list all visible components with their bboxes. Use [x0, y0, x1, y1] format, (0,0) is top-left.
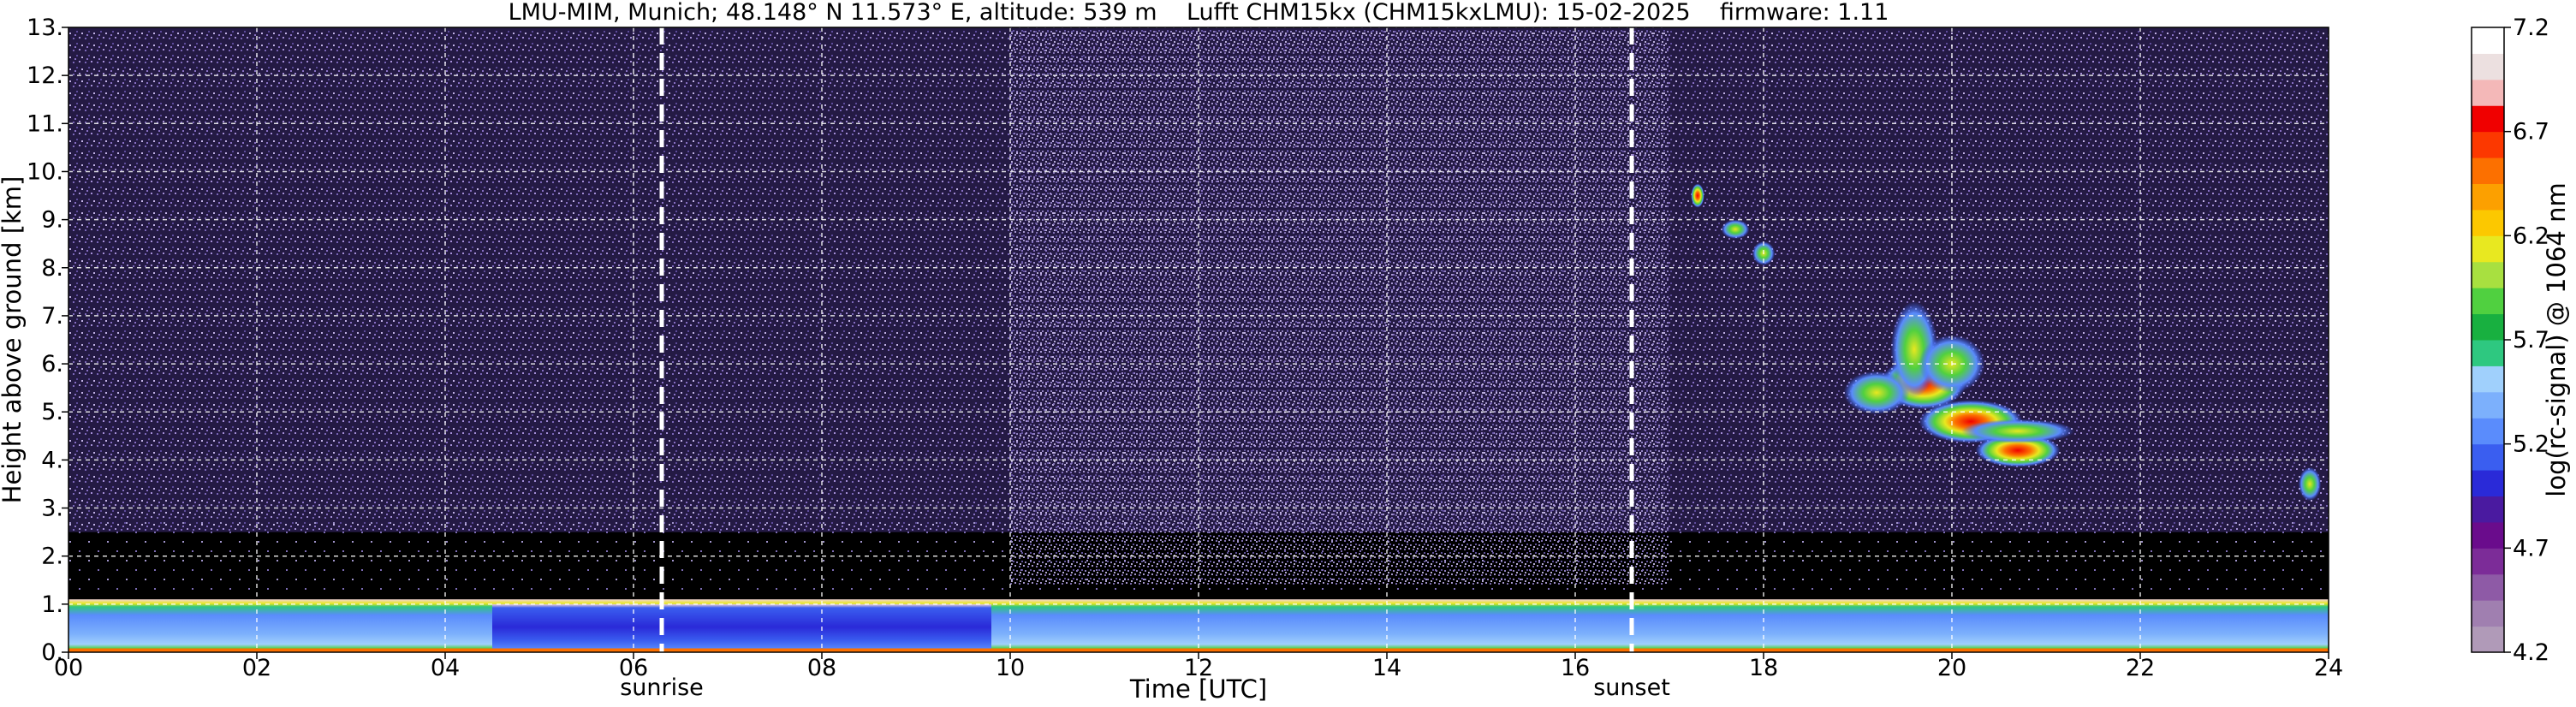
- colorbar-tick-label: 7.2: [2513, 15, 2549, 41]
- event-label-sunset: sunset: [1593, 674, 1670, 701]
- colorbar-tick-label: 5.7: [2513, 327, 2549, 354]
- colorbar: 4.2 4.7 5.2 5.7 6.2 6.7 7.2: [2471, 15, 2549, 666]
- chart-title: LMU-MIM, Munich; 48.148° N 11.573° E, al…: [509, 0, 1889, 26]
- colorbar-swatch: [2472, 521, 2504, 549]
- event-lines: sunrise sunset: [620, 27, 1670, 701]
- y-tick-label: 2.: [41, 544, 63, 570]
- colorbar-swatch: [2472, 391, 2504, 419]
- x-tick-label: 24: [2314, 655, 2343, 681]
- x-tick-label: 20: [1937, 655, 1966, 681]
- x-tick-label: 22: [2126, 655, 2155, 681]
- colorbar-swatch: [2472, 573, 2504, 601]
- colorbar-swatch: [2472, 288, 2504, 315]
- y-tick-label: 12.: [27, 62, 63, 89]
- y-tick-label: 1.: [41, 591, 63, 618]
- x-axis: 00 02 04 06 08 10 12 14 16 18 20 22 24: [54, 652, 2343, 681]
- y-axis-label: Height above ground [km]: [0, 176, 27, 504]
- cloud-patch: [2298, 466, 2322, 502]
- event-label-sunrise: sunrise: [620, 674, 704, 701]
- y-tick-label: 0.: [41, 639, 63, 666]
- colorbar-swatch: [2472, 157, 2504, 184]
- colorbar-swatch: [2472, 365, 2504, 393]
- colorbar-swatch: [2472, 313, 2504, 341]
- cloud-patch: [1691, 183, 1704, 208]
- y-tick-label: 8.: [41, 255, 63, 282]
- cloud-patch: [1843, 371, 1910, 415]
- colorbar-label: log(rc-signal) @ 1064 nm: [2542, 182, 2571, 496]
- colorbar-tick-label: 6.2: [2513, 223, 2549, 249]
- x-tick-label: 02: [242, 655, 271, 681]
- colorbar-swatch: [2472, 105, 2504, 133]
- x-tick-label: 00: [54, 655, 83, 681]
- colorbar-swatch: [2472, 418, 2504, 445]
- y-tick-label: 6.: [41, 351, 63, 377]
- cloud-patch: [1961, 419, 2074, 443]
- colorbar-tick-label: 4.2: [2513, 639, 2549, 666]
- grid: [68, 27, 2329, 652]
- y-tick-label: 4.: [41, 447, 63, 473]
- boundary-layer: [68, 599, 2329, 652]
- x-axis-label: Time [UTC]: [1129, 674, 1267, 704]
- colorbar-swatch: [2472, 183, 2504, 211]
- colorbar-swatch: [2472, 443, 2504, 471]
- x-tick-label: 18: [1749, 655, 1778, 681]
- surface-layer: [68, 648, 2329, 652]
- y-axis: 0. 1. 2. 3. 4. 5. 6. 7. 8. 9. 10. 11. 12. 13.: [27, 15, 68, 666]
- x-tick-label: 16: [1561, 655, 1590, 681]
- y-tick-label: 5.: [41, 399, 63, 425]
- y-tick-label: 13.: [27, 15, 63, 41]
- colorbar-swatch: [2472, 131, 2504, 158]
- colorbar-swatch: [2472, 261, 2504, 288]
- x-tick-label: 08: [807, 655, 836, 681]
- y-tick-label: 9.: [41, 207, 63, 234]
- colorbar-tick-label: 6.7: [2513, 119, 2549, 146]
- colorbar-swatch: [2472, 600, 2504, 627]
- y-tick-label: 11.: [27, 110, 63, 137]
- x-tick-label: 12: [1184, 655, 1213, 681]
- colorbar-swatch: [2472, 209, 2504, 236]
- cloud-patch: [1721, 219, 1750, 240]
- noise-dense-region: [1010, 27, 1669, 585]
- colorbar-tick-label: 4.7: [2513, 535, 2549, 561]
- colorbar-swatch: [2472, 79, 2504, 106]
- colorbar-swatch: [2472, 340, 2504, 366]
- boundary-layer-morning: [492, 603, 991, 651]
- y-tick-label: 7.: [41, 303, 63, 330]
- colorbar-swatch: [2472, 548, 2504, 575]
- x-tick-label: 10: [996, 655, 1025, 681]
- colorbar-swatch: [2472, 235, 2504, 263]
- y-tick-label: 10.: [27, 158, 63, 185]
- colorbar-swatch: [2472, 470, 2504, 496]
- colorbar-swatch: [2472, 27, 2504, 54]
- x-tick-label: 06: [619, 655, 648, 681]
- y-tick-label: 3.: [41, 496, 63, 522]
- colorbar-swatch: [2472, 53, 2504, 80]
- x-tick-label: 04: [431, 655, 460, 681]
- colorbar-tick-label: 5.2: [2513, 431, 2549, 458]
- colorbar-swatch: [2472, 496, 2504, 523]
- x-tick-label: 14: [1372, 655, 1401, 681]
- colorbar-swatch: [2472, 626, 2504, 653]
